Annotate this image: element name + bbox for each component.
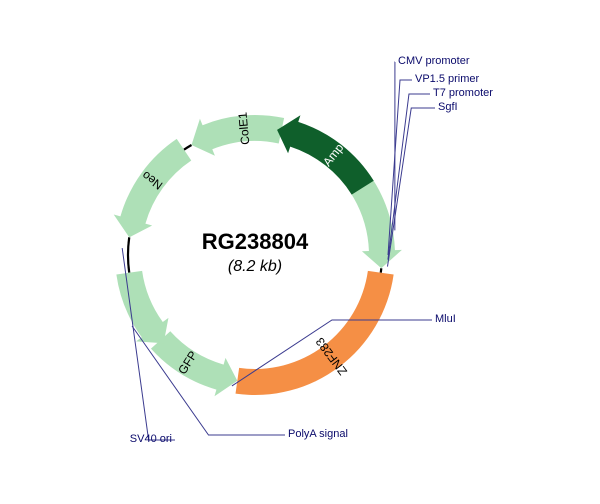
feature-znf (236, 271, 394, 395)
feature-polya (116, 271, 168, 343)
callout-label-vp15: VP1.5 primer (415, 73, 480, 85)
callout-label-t7: T7 promoter (433, 87, 493, 99)
plasmid-name: RG238804 (202, 229, 309, 254)
callout-label-polyas: PolyA signal (288, 428, 348, 440)
callout-label-sgfi: SgfI (438, 101, 458, 113)
plasmid-map: ZNF283GFPNeoColE1AmpCMV promoterVP1.5 pr… (0, 0, 600, 504)
backbone-segment (184, 145, 192, 150)
feature-label-cole1: ColE1 (236, 111, 253, 145)
backbone-segment (381, 268, 382, 272)
backbone-segment (128, 237, 129, 272)
plasmid-size: (8.2 kb) (228, 258, 282, 275)
callout-line-t7 (388, 94, 430, 260)
callout-label-mlui: MluI (435, 313, 456, 325)
callout-label-sv40: SV40 ori (130, 433, 172, 445)
callout-label-cmvp: CMV promoter (398, 55, 470, 67)
